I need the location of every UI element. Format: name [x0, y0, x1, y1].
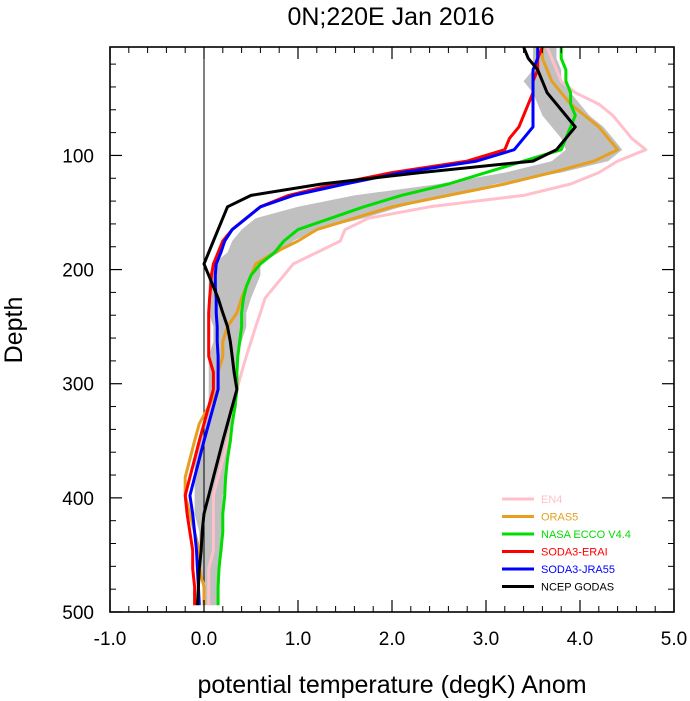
x-tick-label: 3.0	[473, 629, 499, 650]
x-tick-label: -1.0	[94, 629, 127, 650]
y-axis-label: Depth	[0, 297, 28, 364]
legend: EN4 ORAS5 NASA ECCO V4.4 SODA3-ERAI SODA3-JR…	[502, 494, 631, 594]
y-tick-label: 500	[62, 603, 94, 624]
x-tick-label: 4.0	[567, 629, 593, 650]
series-line-0	[207, 47, 648, 606]
x-axis-label: potential temperature (degK) Anom	[197, 671, 586, 699]
x-tick-label: 2.0	[379, 629, 405, 650]
legend-entry-2: NASA ECCO V4.4	[541, 529, 631, 541]
legend-entry-1: ORAS5	[541, 512, 578, 524]
series-line-3	[183, 47, 544, 606]
chart-title: 0N;220E Jan 2016	[287, 3, 494, 31]
series-line-2	[216, 47, 577, 606]
y-tick-label: 200	[62, 261, 94, 282]
axis-ticks	[109, 47, 675, 613]
series-line-5	[195, 47, 577, 606]
tick-labels: -1.0 0.0 1.0 2.0 3.0 4.0 5.0 100 200 300 400 500	[62, 146, 687, 650]
series-layer	[183, 47, 648, 606]
legend-entry-5: NCEP GODAS	[541, 582, 614, 594]
x-tick-label: 1.0	[285, 629, 311, 650]
x-tick-label: 0.0	[191, 629, 217, 650]
y-tick-label: 400	[62, 489, 94, 510]
y-tick-label: 300	[62, 375, 94, 396]
series-line-4	[188, 47, 540, 606]
plot-area	[183, 47, 648, 612]
legend-entry-0: EN4	[541, 494, 562, 506]
x-tick-label: 5.0	[661, 629, 687, 650]
legend-entry-3: SODA3-ERAI	[541, 547, 608, 559]
y-tick-label: 100	[62, 146, 94, 167]
legend-entry-4: SODA3-JRA55	[541, 564, 615, 576]
